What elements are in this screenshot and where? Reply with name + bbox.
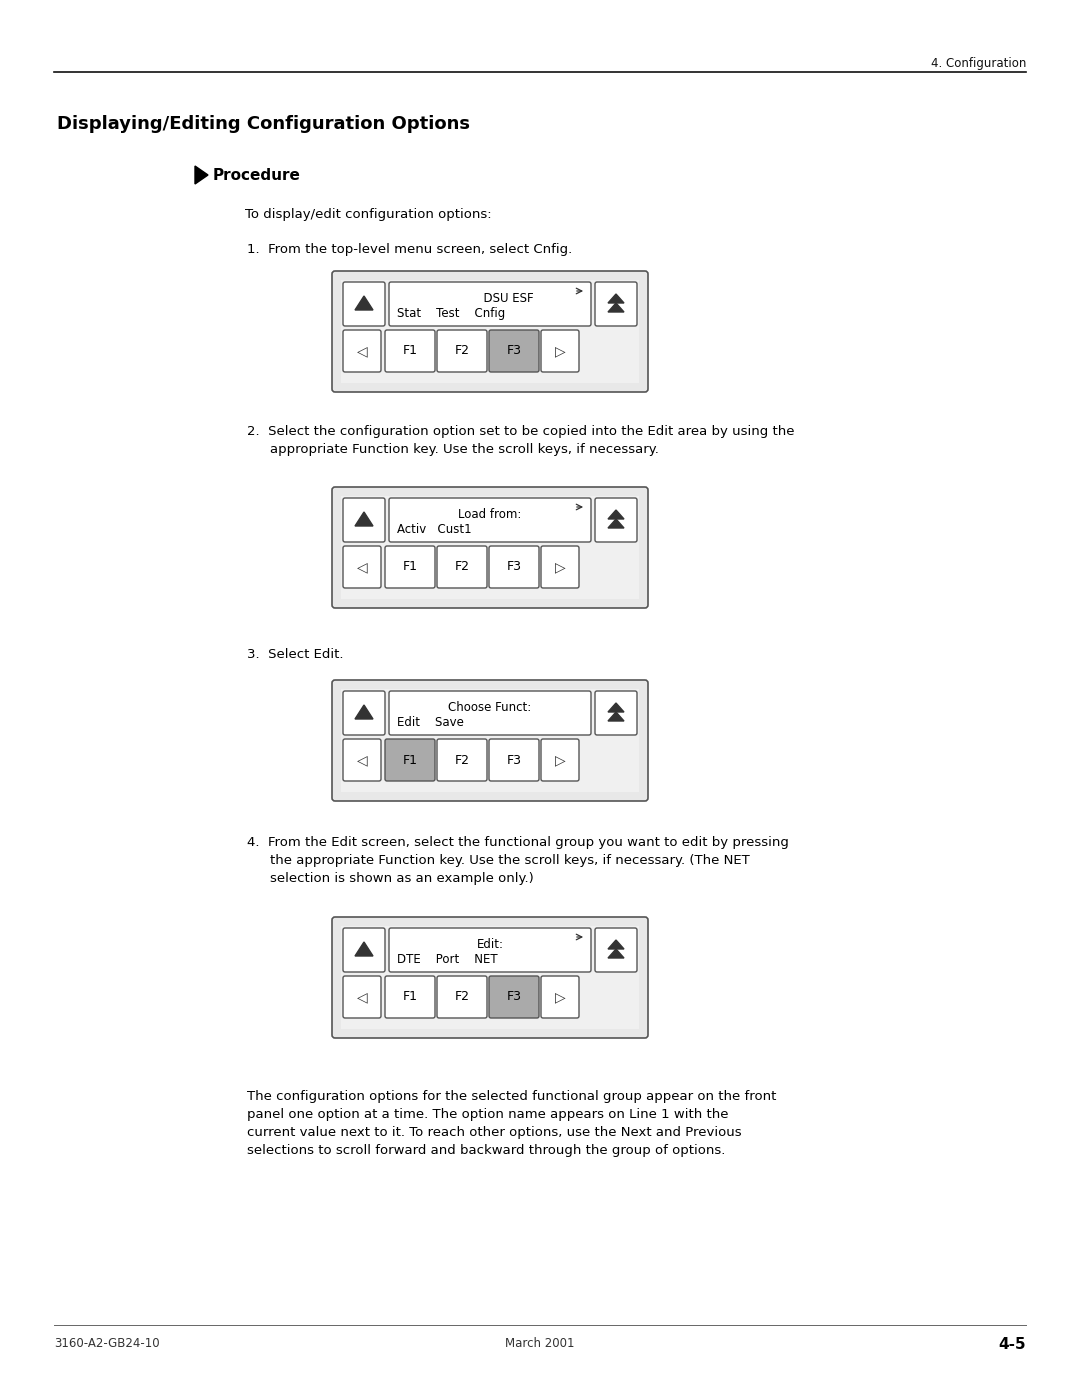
Text: 4-5: 4-5 xyxy=(998,1337,1026,1352)
Text: Edit    Save: Edit Save xyxy=(397,717,464,729)
Polygon shape xyxy=(608,303,624,312)
Text: F1: F1 xyxy=(403,560,418,574)
Polygon shape xyxy=(608,520,624,528)
Text: ◁: ◁ xyxy=(356,990,367,1004)
FancyBboxPatch shape xyxy=(595,692,637,735)
Polygon shape xyxy=(608,712,624,721)
Text: F3: F3 xyxy=(507,345,522,358)
FancyBboxPatch shape xyxy=(389,282,591,326)
Text: 4. Configuration: 4. Configuration xyxy=(931,57,1026,70)
Text: Activ   Cust1: Activ Cust1 xyxy=(397,522,472,536)
Polygon shape xyxy=(355,296,373,310)
Text: current value next to it. To reach other options, use the Next and Previous: current value next to it. To reach other… xyxy=(247,1126,742,1139)
FancyBboxPatch shape xyxy=(343,928,384,972)
FancyBboxPatch shape xyxy=(389,928,591,972)
FancyBboxPatch shape xyxy=(489,977,539,1018)
Polygon shape xyxy=(355,511,373,527)
Text: 3160-A2-GB24-10: 3160-A2-GB24-10 xyxy=(54,1337,160,1350)
FancyBboxPatch shape xyxy=(343,739,381,781)
Text: To display/edit configuration options:: To display/edit configuration options: xyxy=(245,208,491,221)
FancyBboxPatch shape xyxy=(343,497,384,542)
Polygon shape xyxy=(608,703,624,712)
Text: F2: F2 xyxy=(455,753,470,767)
Text: Choose Funct:: Choose Funct: xyxy=(448,701,531,714)
Polygon shape xyxy=(608,293,624,303)
FancyBboxPatch shape xyxy=(384,546,435,588)
Text: F1: F1 xyxy=(403,753,418,767)
Polygon shape xyxy=(608,940,624,949)
Polygon shape xyxy=(195,166,208,184)
Text: 4.  From the Edit screen, select the functional group you want to edit by pressi: 4. From the Edit screen, select the func… xyxy=(247,835,788,849)
FancyBboxPatch shape xyxy=(384,739,435,781)
FancyBboxPatch shape xyxy=(343,330,381,372)
Polygon shape xyxy=(355,705,373,719)
FancyBboxPatch shape xyxy=(437,739,487,781)
Text: F1: F1 xyxy=(403,345,418,358)
Text: selections to scroll forward and backward through the group of options.: selections to scroll forward and backwar… xyxy=(247,1144,726,1157)
Text: Displaying/Editing Configuration Options: Displaying/Editing Configuration Options xyxy=(57,115,470,133)
FancyBboxPatch shape xyxy=(541,546,579,588)
FancyBboxPatch shape xyxy=(541,977,579,1018)
Text: 1.  From the top-level menu screen, select Cnfig.: 1. From the top-level menu screen, selec… xyxy=(247,243,572,256)
Text: Load from:: Load from: xyxy=(458,509,522,521)
Text: F3: F3 xyxy=(507,990,522,1003)
FancyBboxPatch shape xyxy=(595,497,637,542)
FancyBboxPatch shape xyxy=(541,330,579,372)
FancyBboxPatch shape xyxy=(332,916,648,1038)
Text: appropriate Function key. Use the scroll keys, if necessary.: appropriate Function key. Use the scroll… xyxy=(270,443,659,455)
FancyBboxPatch shape xyxy=(595,928,637,972)
Text: panel one option at a time. The option name appears on Line 1 with the: panel one option at a time. The option n… xyxy=(247,1108,729,1120)
Text: 3.  Select Edit.: 3. Select Edit. xyxy=(247,648,343,661)
Polygon shape xyxy=(608,949,624,958)
FancyBboxPatch shape xyxy=(384,330,435,372)
FancyBboxPatch shape xyxy=(437,546,487,588)
FancyBboxPatch shape xyxy=(341,279,639,383)
Text: Procedure: Procedure xyxy=(213,168,301,183)
Text: ▷: ▷ xyxy=(555,753,565,767)
FancyBboxPatch shape xyxy=(332,271,648,393)
Polygon shape xyxy=(355,942,373,956)
FancyBboxPatch shape xyxy=(332,680,648,800)
Text: ▷: ▷ xyxy=(555,344,565,358)
FancyBboxPatch shape xyxy=(389,692,591,735)
FancyBboxPatch shape xyxy=(343,692,384,735)
FancyBboxPatch shape xyxy=(343,282,384,326)
Text: F1: F1 xyxy=(403,990,418,1003)
Text: Edit:: Edit: xyxy=(476,937,503,951)
FancyBboxPatch shape xyxy=(389,497,591,542)
Text: 2.  Select the configuration option set to be copied into the Edit area by using: 2. Select the configuration option set t… xyxy=(247,425,795,439)
Text: DTE    Port    NET: DTE Port NET xyxy=(397,953,498,965)
Text: DSU ESF: DSU ESF xyxy=(446,292,534,305)
Polygon shape xyxy=(608,510,624,520)
Text: Stat    Test    Cnfig: Stat Test Cnfig xyxy=(397,307,505,320)
Text: ◁: ◁ xyxy=(356,753,367,767)
Text: ▷: ▷ xyxy=(555,560,565,574)
FancyBboxPatch shape xyxy=(595,282,637,326)
Text: ▷: ▷ xyxy=(555,990,565,1004)
FancyBboxPatch shape xyxy=(341,689,639,792)
Text: The configuration options for the selected functional group appear on the front: The configuration options for the select… xyxy=(247,1090,777,1104)
FancyBboxPatch shape xyxy=(489,330,539,372)
Text: F2: F2 xyxy=(455,560,470,574)
FancyBboxPatch shape xyxy=(489,546,539,588)
Text: March 2001: March 2001 xyxy=(505,1337,575,1350)
FancyBboxPatch shape xyxy=(332,488,648,608)
FancyBboxPatch shape xyxy=(341,926,639,1030)
FancyBboxPatch shape xyxy=(384,977,435,1018)
Text: F3: F3 xyxy=(507,560,522,574)
FancyBboxPatch shape xyxy=(343,546,381,588)
Text: ◁: ◁ xyxy=(356,344,367,358)
FancyBboxPatch shape xyxy=(437,330,487,372)
FancyBboxPatch shape xyxy=(341,496,639,599)
FancyBboxPatch shape xyxy=(489,739,539,781)
FancyBboxPatch shape xyxy=(541,739,579,781)
FancyBboxPatch shape xyxy=(437,977,487,1018)
Text: F3: F3 xyxy=(507,753,522,767)
Text: selection is shown as an example only.): selection is shown as an example only.) xyxy=(270,872,534,886)
Text: ◁: ◁ xyxy=(356,560,367,574)
Text: F2: F2 xyxy=(455,990,470,1003)
FancyBboxPatch shape xyxy=(343,977,381,1018)
Text: F2: F2 xyxy=(455,345,470,358)
Text: the appropriate Function key. Use the scroll keys, if necessary. (The NET: the appropriate Function key. Use the sc… xyxy=(270,854,750,868)
